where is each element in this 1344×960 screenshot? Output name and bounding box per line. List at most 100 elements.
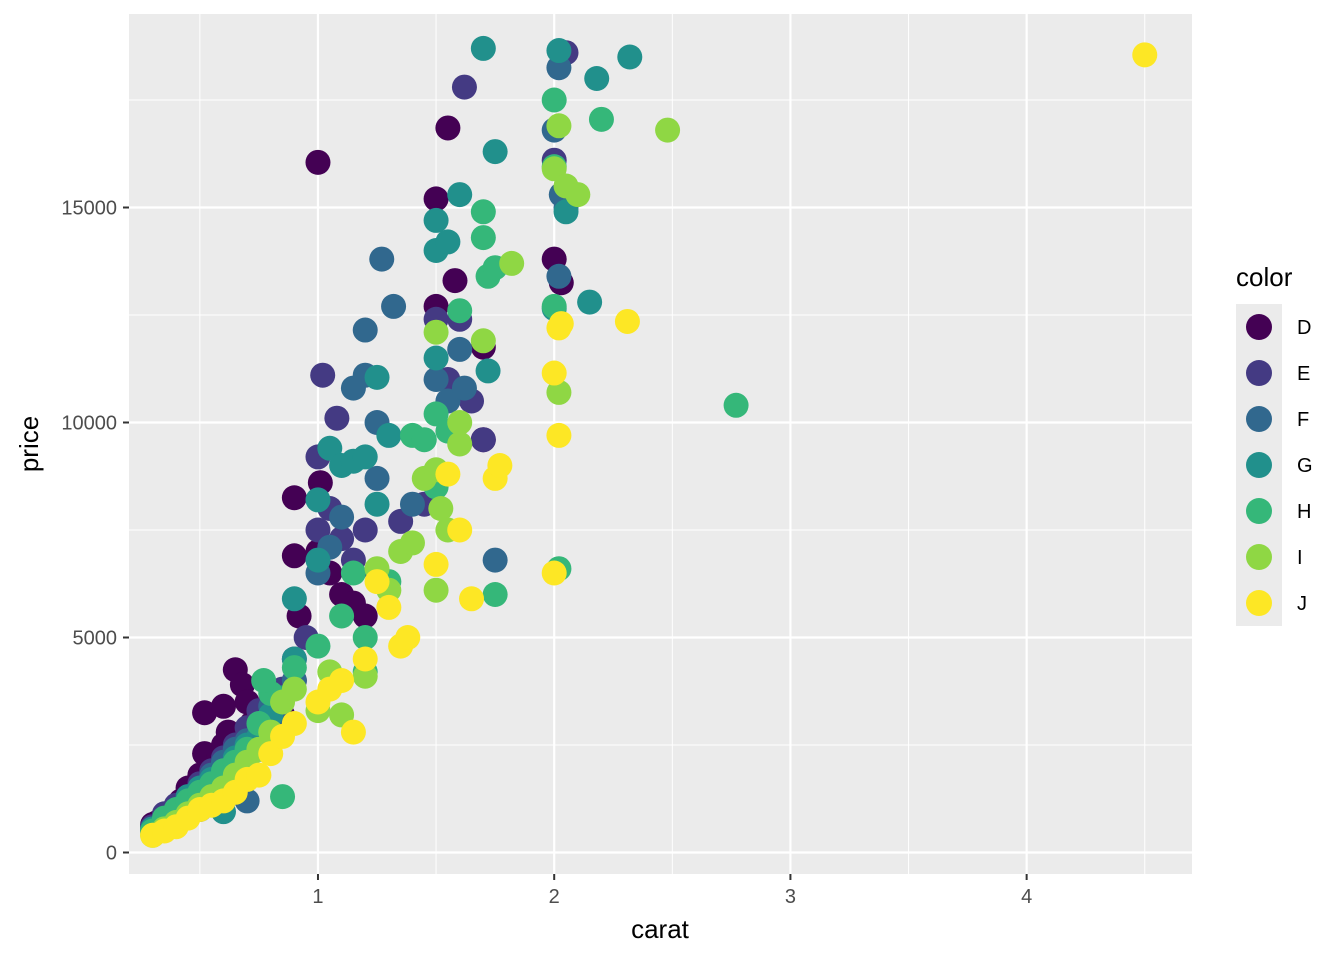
data-point-H [541, 87, 567, 113]
y-tick-label: 5000 [73, 628, 118, 650]
data-point-F [381, 293, 407, 319]
data-point-J [447, 517, 473, 543]
data-point-J [546, 422, 572, 448]
data-point-J [487, 453, 513, 478]
data-point-H [329, 603, 355, 629]
data-point-F [451, 375, 477, 401]
data-point-E [324, 405, 350, 431]
x-tick-label: 2 [549, 886, 560, 908]
x-tick-label: 4 [1021, 886, 1032, 908]
data-point-J [395, 625, 421, 650]
data-point-H [411, 427, 437, 453]
y-tick-label: 0 [106, 843, 117, 865]
data-point-I [565, 182, 591, 208]
data-point-D [442, 268, 468, 294]
data-point-I [470, 328, 496, 354]
data-point-H [281, 655, 307, 681]
data-point-G [447, 182, 473, 208]
data-point-J [364, 569, 390, 595]
data-point-I [655, 117, 681, 143]
data-point-J [435, 461, 461, 487]
data-point-D [281, 543, 307, 569]
data-point-G [364, 491, 390, 517]
legend-key-F [1246, 406, 1272, 432]
legend-label-I: I [1297, 547, 1303, 569]
data-point-J [352, 646, 378, 672]
data-point-D [423, 186, 449, 212]
data-point-F [352, 317, 378, 343]
data-point-F [447, 336, 473, 362]
data-point-E [310, 362, 336, 388]
panel-background [129, 14, 1192, 874]
x-tick-label: 1 [312, 886, 323, 908]
data-point-G [435, 229, 461, 255]
data-point-D [192, 700, 218, 726]
legend-label-J: J [1297, 593, 1307, 615]
legend-label-H: H [1297, 501, 1311, 523]
data-point-D [210, 693, 236, 719]
data-point-I [546, 379, 572, 405]
data-point-H [447, 298, 473, 324]
legend-label-F: F [1297, 409, 1309, 431]
data-point-D [305, 149, 331, 175]
data-point-G [281, 586, 307, 612]
data-point-J [329, 668, 355, 693]
data-point-E [352, 517, 378, 543]
x-axis-ticks: 1 2 3 4 [312, 874, 1032, 908]
data-point-G [475, 358, 501, 384]
legend-items: D E F G H I J [1246, 314, 1313, 616]
data-point-H [588, 106, 614, 132]
data-point-I [428, 496, 454, 521]
data-point-J [340, 719, 366, 745]
data-point-D [281, 485, 307, 511]
data-point-H [270, 784, 296, 810]
legend-key-E [1246, 360, 1272, 386]
data-point-H [470, 199, 496, 225]
data-point-G [546, 38, 572, 64]
data-point-H [251, 668, 277, 693]
data-point-G [305, 487, 331, 513]
data-point-G [364, 364, 390, 390]
data-point-G [352, 444, 378, 470]
data-point-J [1132, 42, 1158, 68]
legend-title: color [1236, 262, 1293, 292]
y-tick-label: 10000 [61, 413, 117, 435]
legend-key-D [1246, 314, 1272, 340]
data-point-J [541, 360, 567, 386]
legend-label-D: D [1297, 317, 1311, 339]
x-tick-label: 3 [785, 886, 796, 908]
data-point-H [470, 225, 496, 251]
data-point-I [281, 676, 307, 702]
data-point-J [459, 586, 485, 612]
data-point-I [399, 530, 425, 556]
legend-key-H [1246, 498, 1272, 524]
y-axis-title: price [14, 416, 44, 472]
data-point-H [340, 560, 366, 586]
data-point-E [470, 427, 496, 453]
data-point-I [499, 250, 525, 276]
data-point-I [546, 113, 572, 139]
data-point-F [482, 547, 508, 573]
y-axis-ticks: 0 5000 10000 15000 [61, 198, 129, 865]
legend-key-G [1246, 452, 1272, 478]
data-point-J [541, 560, 567, 586]
legend-key-J [1246, 590, 1272, 616]
data-point-J [614, 308, 640, 334]
data-point-E [451, 74, 477, 100]
data-point-H [723, 392, 749, 418]
data-point-G [617, 44, 643, 70]
data-point-G [470, 35, 496, 61]
data-point-J [423, 551, 449, 577]
data-point-J [281, 711, 307, 736]
data-point-G [423, 207, 449, 233]
data-points [140, 35, 1158, 848]
data-point-I [352, 663, 378, 689]
data-point-H [482, 582, 508, 607]
data-point-F [423, 367, 449, 392]
data-point-F [546, 55, 572, 81]
data-point-F [369, 246, 395, 272]
data-point-G [376, 422, 402, 448]
data-point-H [305, 633, 331, 659]
legend-key-I [1246, 544, 1272, 570]
